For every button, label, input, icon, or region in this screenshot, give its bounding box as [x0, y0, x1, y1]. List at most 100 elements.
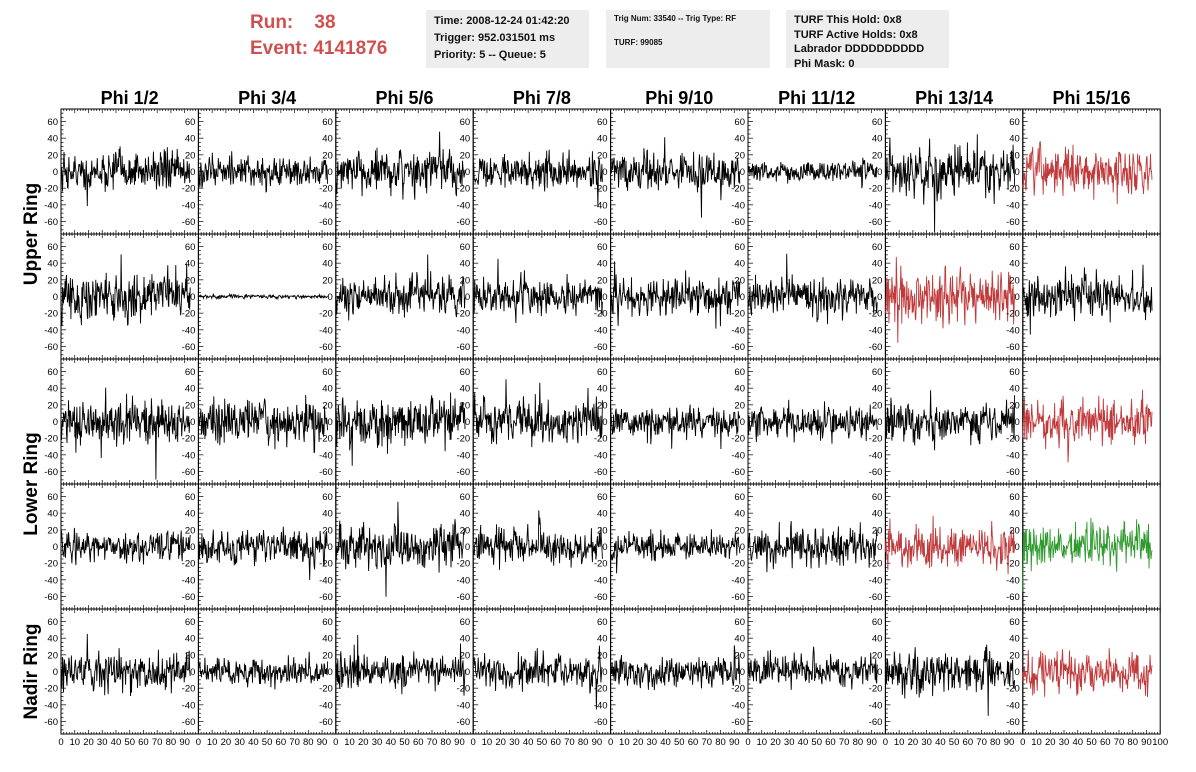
x-tick-label: 10: [894, 737, 905, 748]
trigger-line: Trigger: 952.031501 ms: [434, 32, 556, 44]
y-tick-label: 40: [1009, 134, 1020, 145]
turf-info-box: TURF This Hold: 0x8 TURF Active Holds: 0…: [786, 10, 949, 70]
waveform-trace: [60, 387, 191, 480]
y-tick-label: 20: [322, 650, 333, 661]
y-tick-label: 0: [602, 292, 607, 303]
x-tick-label: 50: [399, 737, 410, 748]
phi-mask-line: Phi Mask: 0: [794, 57, 855, 70]
y-tick-label: -20: [182, 184, 196, 195]
y-tick-label: -40: [44, 700, 58, 711]
y-tick-label: -20: [731, 684, 745, 695]
x-tick-label: 60: [1100, 737, 1111, 748]
waveform-trace: [335, 501, 466, 597]
y-tick-label: -40: [44, 450, 58, 461]
y-tick-label: 60: [185, 617, 196, 628]
y-tick-label: 40: [322, 634, 333, 645]
y-tick-label: 40: [597, 634, 608, 645]
x-tick-label: 20: [495, 737, 506, 748]
waveform-panel: -60 -40 -20 0 20 40 60: [44, 108, 199, 235]
run-value: 38: [314, 12, 336, 33]
waveform-panel: -60 -40 -20 0 20 40 60: [319, 483, 474, 610]
y-tick-label: 60: [185, 117, 196, 128]
trig-info-box: Trig Num: 33540 -- Trig Type: RF TURF: 9…: [606, 10, 770, 68]
waveform-trace: [610, 645, 741, 691]
event-label: Event:: [250, 38, 309, 59]
x-tick-label: 80: [440, 737, 451, 748]
x-tick-label: 90: [1004, 737, 1015, 748]
y-tick-label: 40: [1009, 384, 1020, 395]
waveform-trace: [197, 151, 329, 193]
y-tick-label: -60: [44, 342, 58, 353]
x-tick-label: 60: [413, 737, 424, 748]
x-tick-label: 80: [990, 737, 1001, 748]
x-tick-label: 30: [784, 737, 795, 748]
waveform-panel: -60 -40 -20 0 20 40 60: [44, 358, 199, 485]
y-tick-label: 40: [322, 259, 333, 270]
panel-frame: [884, 608, 1024, 735]
y-tick-label: -20: [319, 309, 333, 320]
x-tick-label: 60: [138, 737, 149, 748]
y-tick-label: -60: [731, 342, 745, 353]
y-tick-label: 40: [460, 134, 471, 145]
x-tick-label: 70: [839, 737, 850, 748]
y-tick-label: 60: [597, 117, 608, 128]
y-tick-label: -60: [182, 717, 196, 728]
waveform-panel: -60 -40 -20 0 20 40 60: [731, 108, 886, 235]
waveform-trace: [60, 633, 191, 697]
y-tick-label: -40: [319, 200, 333, 211]
y-tick-label: -20: [869, 184, 883, 195]
priority-line: Priority: 5 -- Queue: 5: [434, 49, 546, 61]
x-tick-label: 30: [921, 737, 932, 748]
x-tick-label: 60: [688, 737, 699, 748]
y-tick-label: 0: [1015, 542, 1020, 553]
x-tick-label: 20: [770, 737, 781, 748]
x-tick-label: 30: [97, 737, 108, 748]
y-tick-label: 40: [460, 259, 471, 270]
x-tick-label: 70: [427, 737, 438, 748]
y-tick-label: 0: [53, 167, 58, 178]
y-tick-label: -40: [731, 325, 745, 336]
waveform-panel: -60 -40 -20 0 20 40 60: [869, 608, 1024, 735]
x-tick-label: 10: [207, 737, 218, 748]
x-tick-label: 20: [908, 737, 919, 748]
panel-frame: [610, 358, 749, 485]
x-tick-label: 40: [935, 737, 946, 748]
y-tick-label: -20: [182, 434, 196, 445]
y-tick-label: 20: [185, 650, 196, 661]
y-tick-label: 0: [328, 417, 333, 428]
y-tick-label: -40: [182, 325, 196, 336]
y-tick-label: 60: [734, 117, 745, 128]
waveform-panel: -60 -40 -20 0 20 40 60: [456, 608, 612, 735]
y-tick-label: -60: [456, 217, 470, 228]
y-tick-label: 20: [47, 650, 58, 661]
y-tick-label: 20: [460, 275, 471, 286]
column-header: Phi 1/2: [101, 88, 159, 108]
y-tick-label: 20: [322, 400, 333, 411]
y-tick-label: 60: [872, 367, 883, 378]
x-tick-label: 40: [385, 737, 396, 748]
x-tick-label: 40: [523, 737, 534, 748]
x-tick-label: 70: [289, 737, 300, 748]
row-label: Upper Ring: [21, 183, 42, 285]
y-tick-label: 40: [185, 384, 196, 395]
y-tick-label: 20: [1009, 525, 1020, 536]
y-tick-label: 20: [460, 525, 471, 536]
y-tick-label: -60: [1006, 717, 1020, 728]
y-tick-label: 60: [460, 617, 471, 628]
x-tick-label: 0: [333, 737, 338, 748]
y-tick-label: -60: [182, 467, 196, 478]
y-tick-label: 0: [53, 542, 58, 553]
y-tick-label: 60: [1009, 367, 1020, 378]
y-tick-label: 40: [734, 634, 745, 645]
x-tick-label: 20: [358, 737, 369, 748]
y-tick-label: -20: [44, 184, 58, 195]
y-tick-label: 0: [53, 667, 58, 678]
y-tick-label: -20: [869, 434, 883, 445]
x-tick-label: 90: [454, 737, 465, 748]
y-tick-label: 60: [1009, 617, 1020, 628]
event-value: 4141876: [313, 38, 388, 59]
x-tick-label: 40: [798, 737, 809, 748]
y-tick-label: 40: [1009, 634, 1020, 645]
y-tick-label: 20: [460, 400, 471, 411]
